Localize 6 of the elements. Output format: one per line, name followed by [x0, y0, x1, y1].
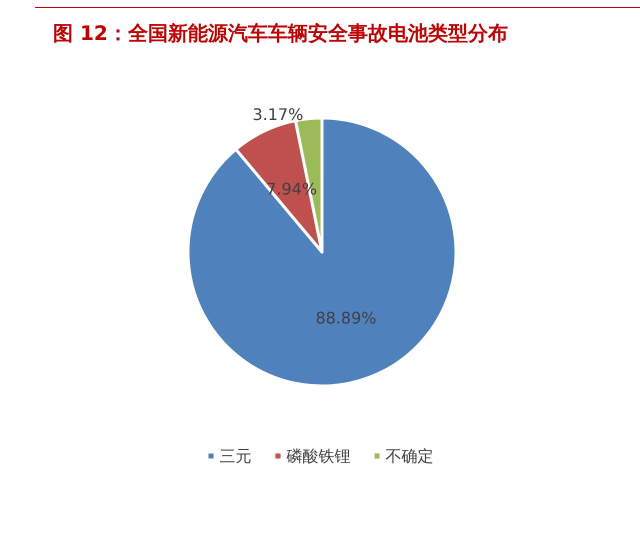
- legend-label: 磷酸铁锂: [286, 446, 350, 466]
- legend-label: 三元: [220, 446, 252, 466]
- chart-title: 图 12：全国新能源汽车车辆安全事故电池类型分布: [53, 21, 508, 45]
- legend-label: 不确定: [386, 446, 434, 466]
- data-label: 3.17%: [252, 105, 304, 124]
- data-label: 88.89%: [315, 308, 376, 328]
